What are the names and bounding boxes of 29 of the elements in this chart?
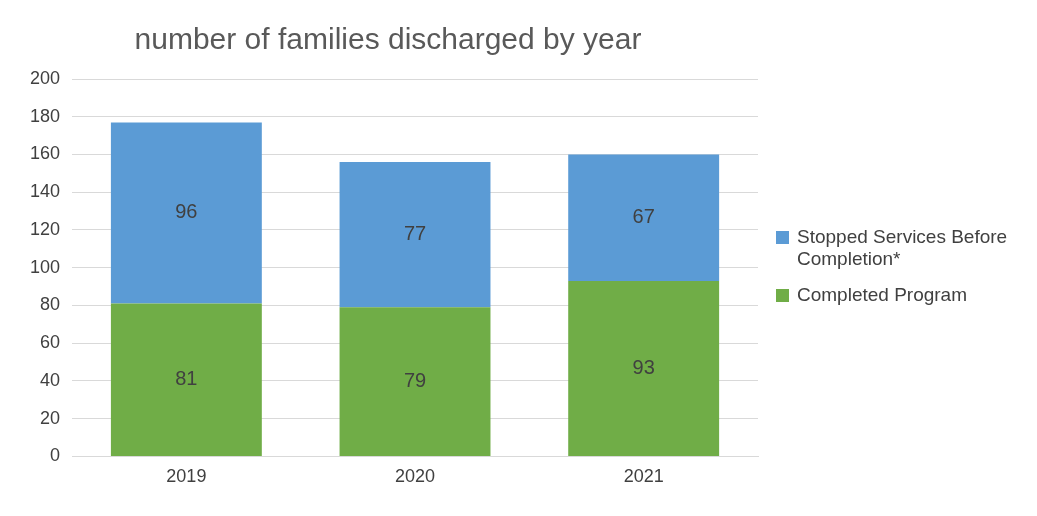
y-tick-label: 100 [29,256,61,277]
bar [339,307,491,456]
y-tick-label: 200 [29,67,61,88]
x-tick-label: 2020 [394,466,436,487]
data-label: 81 [175,367,198,390]
data-label: 93 [632,355,655,378]
legend-label: Stopped Services Before Completion* [797,226,1009,270]
y-tick-label: 180 [29,105,61,126]
y-tick-label: 40 [40,369,61,390]
y-tick-label: 140 [29,181,61,202]
bar [568,154,720,281]
bar [568,280,720,456]
x-tick-label: 2019 [166,466,207,487]
data-label: 96 [175,200,198,223]
bar [110,122,262,304]
y-tick-label: 120 [29,218,61,239]
data-label: 77 [403,222,427,245]
y-tick-label: 160 [29,143,61,164]
legend-label: Completed Program [797,284,968,306]
x-tick-label: 2021 [623,466,664,487]
data-label: 67 [632,205,655,228]
bar [339,162,491,308]
bar [110,303,262,456]
chart-title: number of families discharged by year [134,22,642,56]
y-tick-label: 80 [40,294,61,315]
y-tick-label: 20 [40,407,61,428]
y-tick-label: 60 [40,332,61,353]
y-tick-label: 0 [50,445,61,466]
data-label: 79 [403,369,427,392]
